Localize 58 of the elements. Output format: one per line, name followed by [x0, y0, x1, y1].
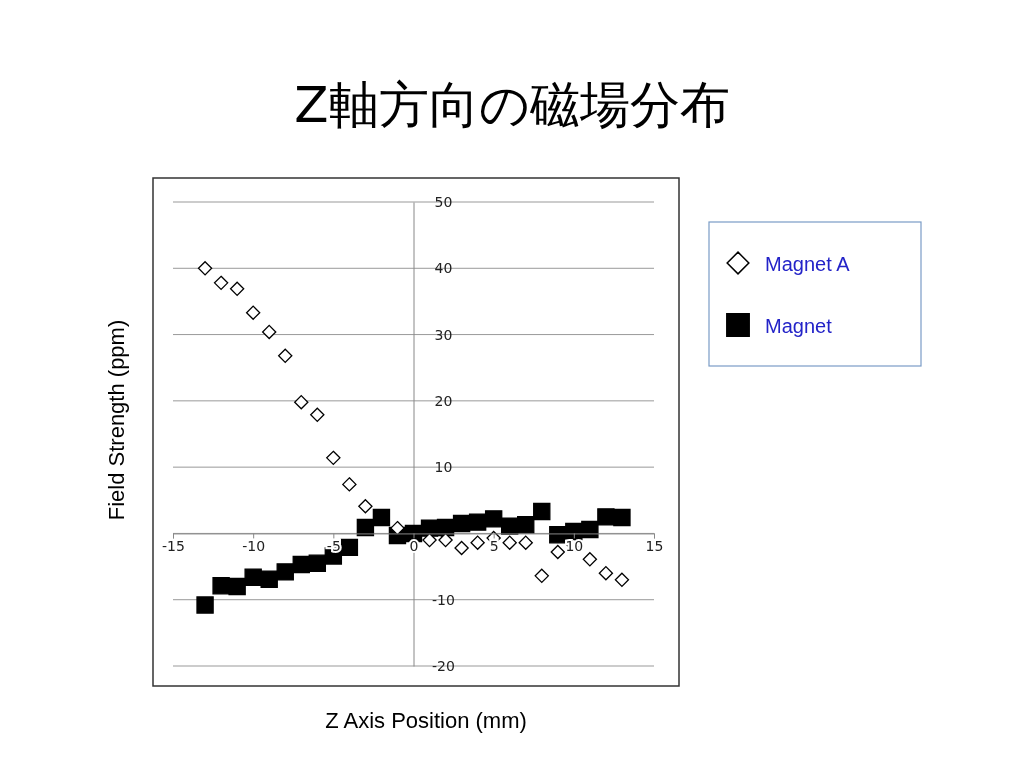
y-tick-label: 50: [434, 193, 453, 210]
point: [308, 554, 327, 572]
point: [534, 568, 549, 584]
point: [518, 535, 533, 550]
point: [228, 577, 246, 596]
point: [276, 563, 294, 581]
point: [582, 552, 598, 567]
point: [550, 544, 566, 560]
y-tick-label: 20: [434, 392, 453, 409]
point: [326, 450, 341, 466]
point: [278, 348, 293, 363]
point: [294, 394, 309, 410]
point: [212, 577, 230, 595]
point: [502, 535, 517, 550]
point: [340, 538, 359, 557]
x-tick-label: -5: [326, 538, 341, 555]
point: [292, 555, 310, 574]
y-tick-label: 30: [434, 326, 453, 343]
x-tick-label: 15: [645, 538, 664, 555]
point: [342, 477, 357, 492]
point: [422, 532, 437, 548]
x-tick-label: 5: [489, 538, 499, 555]
point: [484, 510, 503, 528]
point: [244, 568, 262, 586]
legend-label: Magnet A: [765, 253, 851, 275]
point: [196, 596, 214, 614]
x-tick-label: -10: [242, 538, 266, 555]
point: [533, 502, 551, 521]
point: [597, 508, 615, 526]
legend-label: Magnet: [765, 315, 833, 337]
y-axis-title: Field Strength (ppm): [104, 319, 129, 521]
point: [438, 532, 453, 548]
point: [261, 324, 277, 340]
point: [372, 508, 391, 527]
point: [260, 570, 278, 588]
point: [613, 508, 631, 527]
point: [310, 407, 325, 422]
y-tick-label: -10: [432, 591, 455, 608]
y-tick-label: 40: [434, 260, 453, 277]
point: [468, 513, 487, 531]
y-tick-label: -20: [432, 657, 455, 674]
point: [245, 305, 261, 320]
y-tick-label: 10: [434, 459, 453, 476]
x-tick-label: -15: [162, 538, 185, 555]
chart-title: Z軸方向の磁場分布: [294, 76, 730, 134]
point: [452, 514, 471, 533]
point: [213, 275, 229, 291]
x-axis-title: Z Axis Position (mm): [325, 708, 527, 733]
point: [614, 572, 630, 588]
point: [517, 516, 535, 534]
point: [470, 535, 485, 550]
point: [229, 281, 245, 297]
point: [598, 565, 614, 581]
x-tick-label: 0: [409, 538, 419, 555]
point: [358, 499, 373, 514]
point: [390, 520, 405, 536]
point: [454, 540, 469, 556]
point: [197, 261, 213, 276]
